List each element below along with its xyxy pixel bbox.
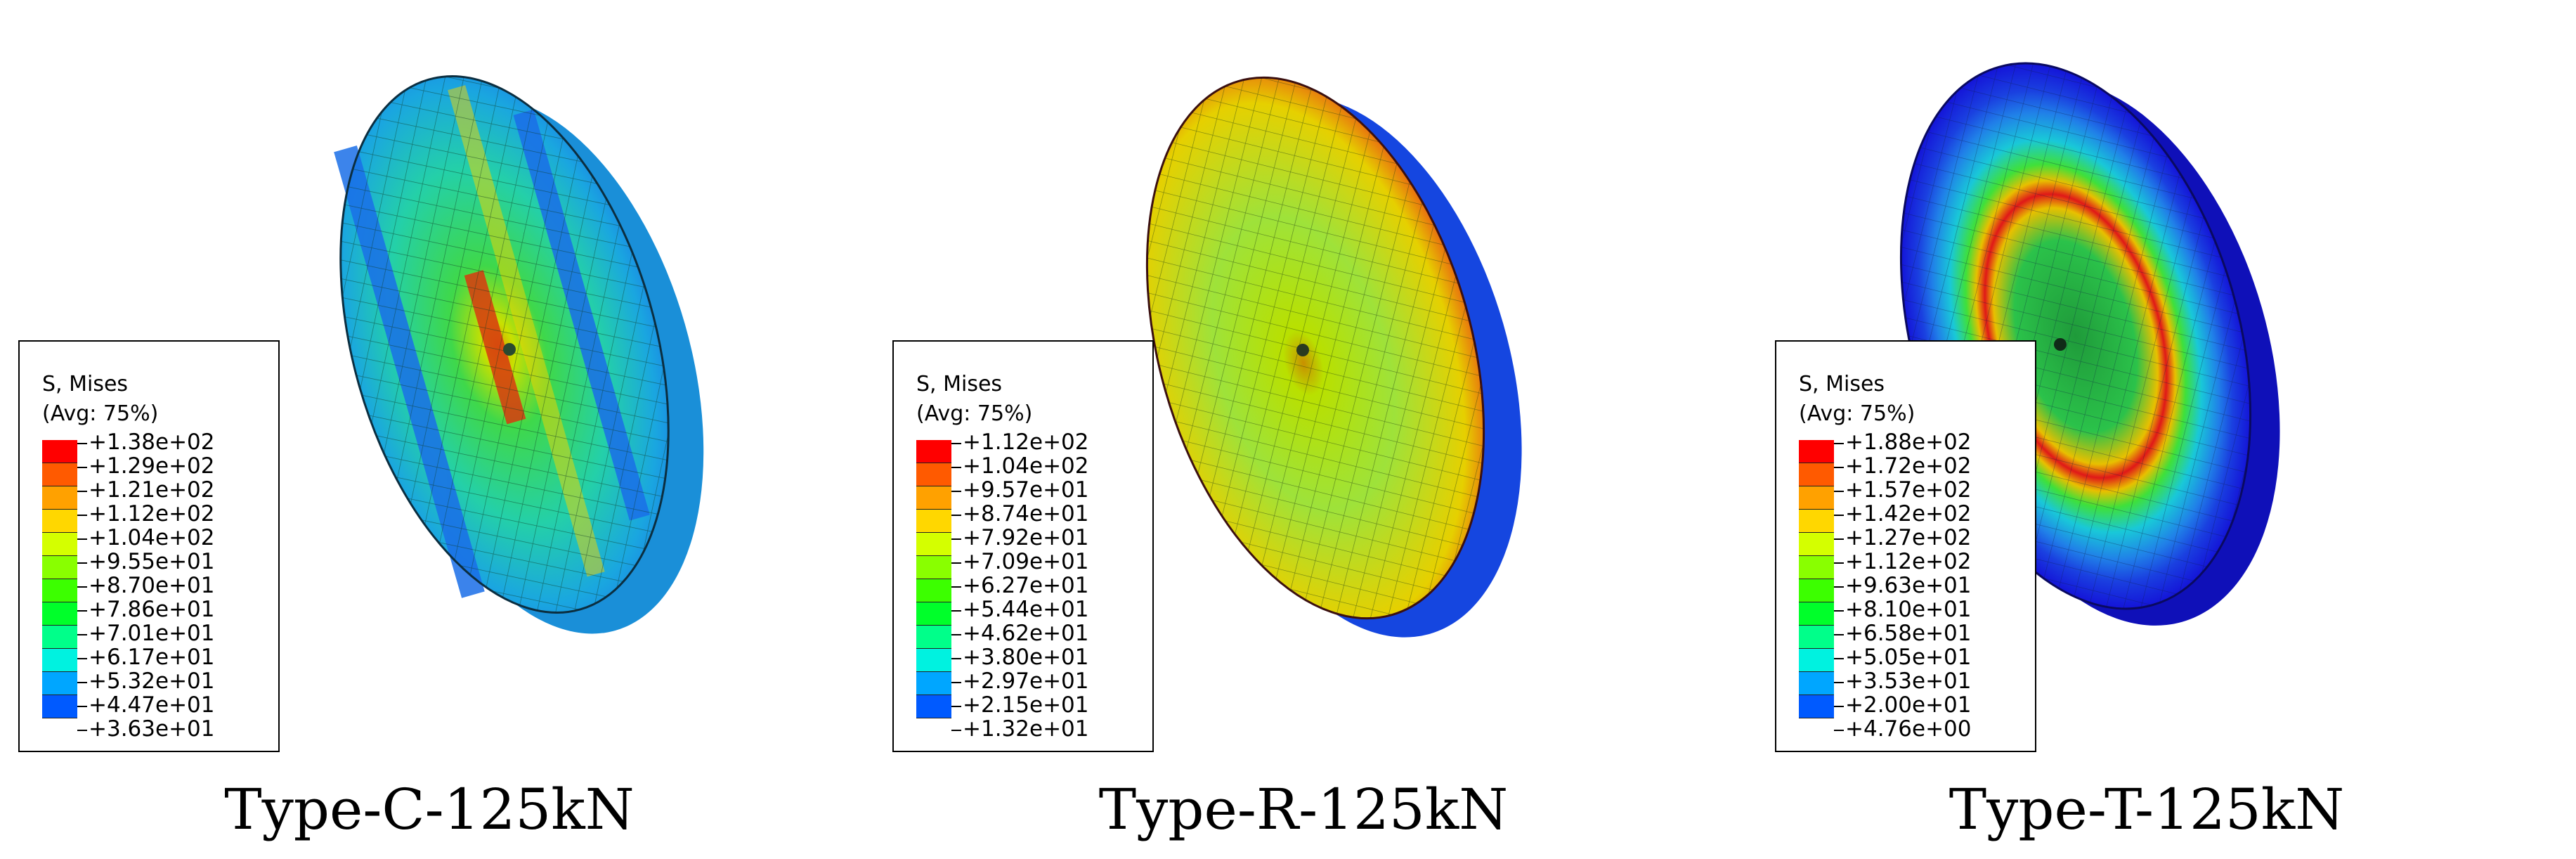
legend-value: +1.38e+02	[77, 430, 274, 454]
legend-value: +1.29e+02	[77, 454, 274, 478]
legend-swatch	[916, 440, 951, 463]
legend-value: +4.47e+01	[77, 693, 274, 717]
legend-value: +2.15e+01	[951, 693, 1148, 717]
legend-swatch	[916, 556, 951, 579]
legend-value: +1.57e+02	[1834, 478, 2031, 502]
legend-value: +7.92e+01	[951, 526, 1148, 550]
legend-swatch	[916, 463, 951, 486]
legend-type-c: S, Mises (Avg: 75%) +1.38e+02 +1.29e+02 …	[18, 340, 280, 752]
legend-value: +9.57e+01	[951, 478, 1148, 502]
legend-swatch	[42, 602, 77, 626]
legend-swatch	[916, 649, 951, 672]
fem-disc-type-c	[334, 75, 704, 634]
legend-swatch	[42, 510, 77, 533]
legend-value: +8.10e+01	[1834, 598, 2031, 621]
legend-swatch	[916, 533, 951, 556]
legend-value: +1.42e+02	[1834, 502, 2031, 526]
legend-value: +1.12e+02	[1834, 550, 2031, 574]
legend-colorbar	[1799, 440, 1834, 728]
legend-swatch	[916, 602, 951, 626]
legend-value: +3.80e+01	[951, 645, 1148, 669]
legend-value: +1.88e+02	[1834, 430, 2031, 454]
legend-value: +1.21e+02	[77, 478, 274, 502]
legend-swatch	[1799, 533, 1834, 556]
legend-subtitle: (Avg: 75%)	[42, 401, 159, 426]
legend-swatch	[42, 695, 77, 718]
legend-value: +1.12e+02	[951, 430, 1148, 454]
legend-type-r: S, Mises (Avg: 75%) +1.12e+02 +1.04e+02 …	[892, 340, 1154, 752]
legend-swatch	[1799, 556, 1834, 579]
legend-value: +7.86e+01	[77, 598, 274, 621]
legend-swatch	[1799, 510, 1834, 533]
caption-type-r: Type-R-125kN	[1098, 777, 1509, 842]
legend-swatch	[916, 486, 951, 510]
legend-subtitle: (Avg: 75%)	[1799, 401, 1915, 426]
legend-swatch	[916, 695, 951, 718]
caption-type-t: Type-T-125kN	[1949, 777, 2345, 842]
legend-value: +5.44e+01	[951, 598, 1148, 621]
caption-type-c: Type-C-125kN	[224, 777, 635, 842]
legend-swatch	[1799, 672, 1834, 695]
legend-value: +8.70e+01	[77, 574, 274, 598]
legend-swatch	[42, 463, 77, 486]
legend-value: +2.97e+01	[951, 669, 1148, 693]
legend-title: S, Mises	[916, 372, 1003, 396]
legend-value: +9.55e+01	[77, 550, 274, 574]
fem-disc-type-r	[1145, 76, 1522, 638]
legend-swatch	[42, 533, 77, 556]
panel-type-t: S, Mises (Avg: 75%) +1.88e+02 +1.72e+02 …	[1717, 0, 2576, 859]
legend-value: +1.27e+02	[1834, 526, 2031, 550]
legend-colorbar	[916, 440, 951, 728]
panel-type-c: S, Mises (Avg: 75%) +1.38e+02 +1.29e+02 …	[0, 0, 859, 859]
legend-swatch	[916, 626, 951, 649]
legend-swatch	[42, 649, 77, 672]
legend-swatch	[916, 672, 951, 695]
legend-swatch	[42, 486, 77, 510]
legend-value: +7.01e+01	[77, 621, 274, 645]
legend-swatch	[1799, 626, 1834, 649]
legend-value: +3.63e+01	[77, 717, 274, 741]
legend-value: +4.62e+01	[951, 621, 1148, 645]
legend-swatch	[42, 556, 77, 579]
legend-colorbar	[42, 440, 77, 728]
legend-swatch	[42, 672, 77, 695]
legend-swatch	[1799, 486, 1834, 510]
legend-value: +7.09e+01	[951, 550, 1148, 574]
legend-title: S, Mises	[1799, 372, 1885, 396]
legend-swatch	[1799, 602, 1834, 626]
legend-value: +8.74e+01	[951, 502, 1148, 526]
legend-value: +3.53e+01	[1834, 669, 2031, 693]
legend-value: +1.72e+02	[1834, 454, 2031, 478]
legend-swatch	[916, 510, 951, 533]
legend-value: +5.05e+01	[1834, 645, 2031, 669]
legend-value: +6.58e+01	[1834, 621, 2031, 645]
legend-value: +1.32e+01	[951, 717, 1148, 741]
legend-swatch	[42, 579, 77, 602]
panel-type-r: S, Mises (Avg: 75%) +1.12e+02 +1.04e+02 …	[874, 0, 1733, 859]
legend-title: S, Mises	[42, 372, 129, 396]
legend-swatch	[1799, 440, 1834, 463]
legend-value: +5.32e+01	[77, 669, 274, 693]
legend-value: +1.12e+02	[77, 502, 274, 526]
legend-type-t: S, Mises (Avg: 75%) +1.88e+02 +1.72e+02 …	[1775, 340, 2036, 752]
legend-value: +1.04e+02	[951, 454, 1148, 478]
legend-swatch	[1799, 463, 1834, 486]
legend-swatch	[1799, 579, 1834, 602]
legend-swatch	[42, 626, 77, 649]
legend-swatch	[42, 440, 77, 463]
legend-value: +1.04e+02	[77, 526, 274, 550]
legend-subtitle: (Avg: 75%)	[916, 401, 1033, 426]
legend-value: +2.00e+01	[1834, 693, 2031, 717]
legend-value: +4.76e+00	[1834, 717, 2031, 741]
legend-value: +6.17e+01	[77, 645, 274, 669]
legend-value: +9.63e+01	[1834, 574, 2031, 598]
legend-value: +6.27e+01	[951, 574, 1148, 598]
legend-swatch	[1799, 649, 1834, 672]
legend-swatch	[916, 579, 951, 602]
legend-swatch	[1799, 695, 1834, 718]
